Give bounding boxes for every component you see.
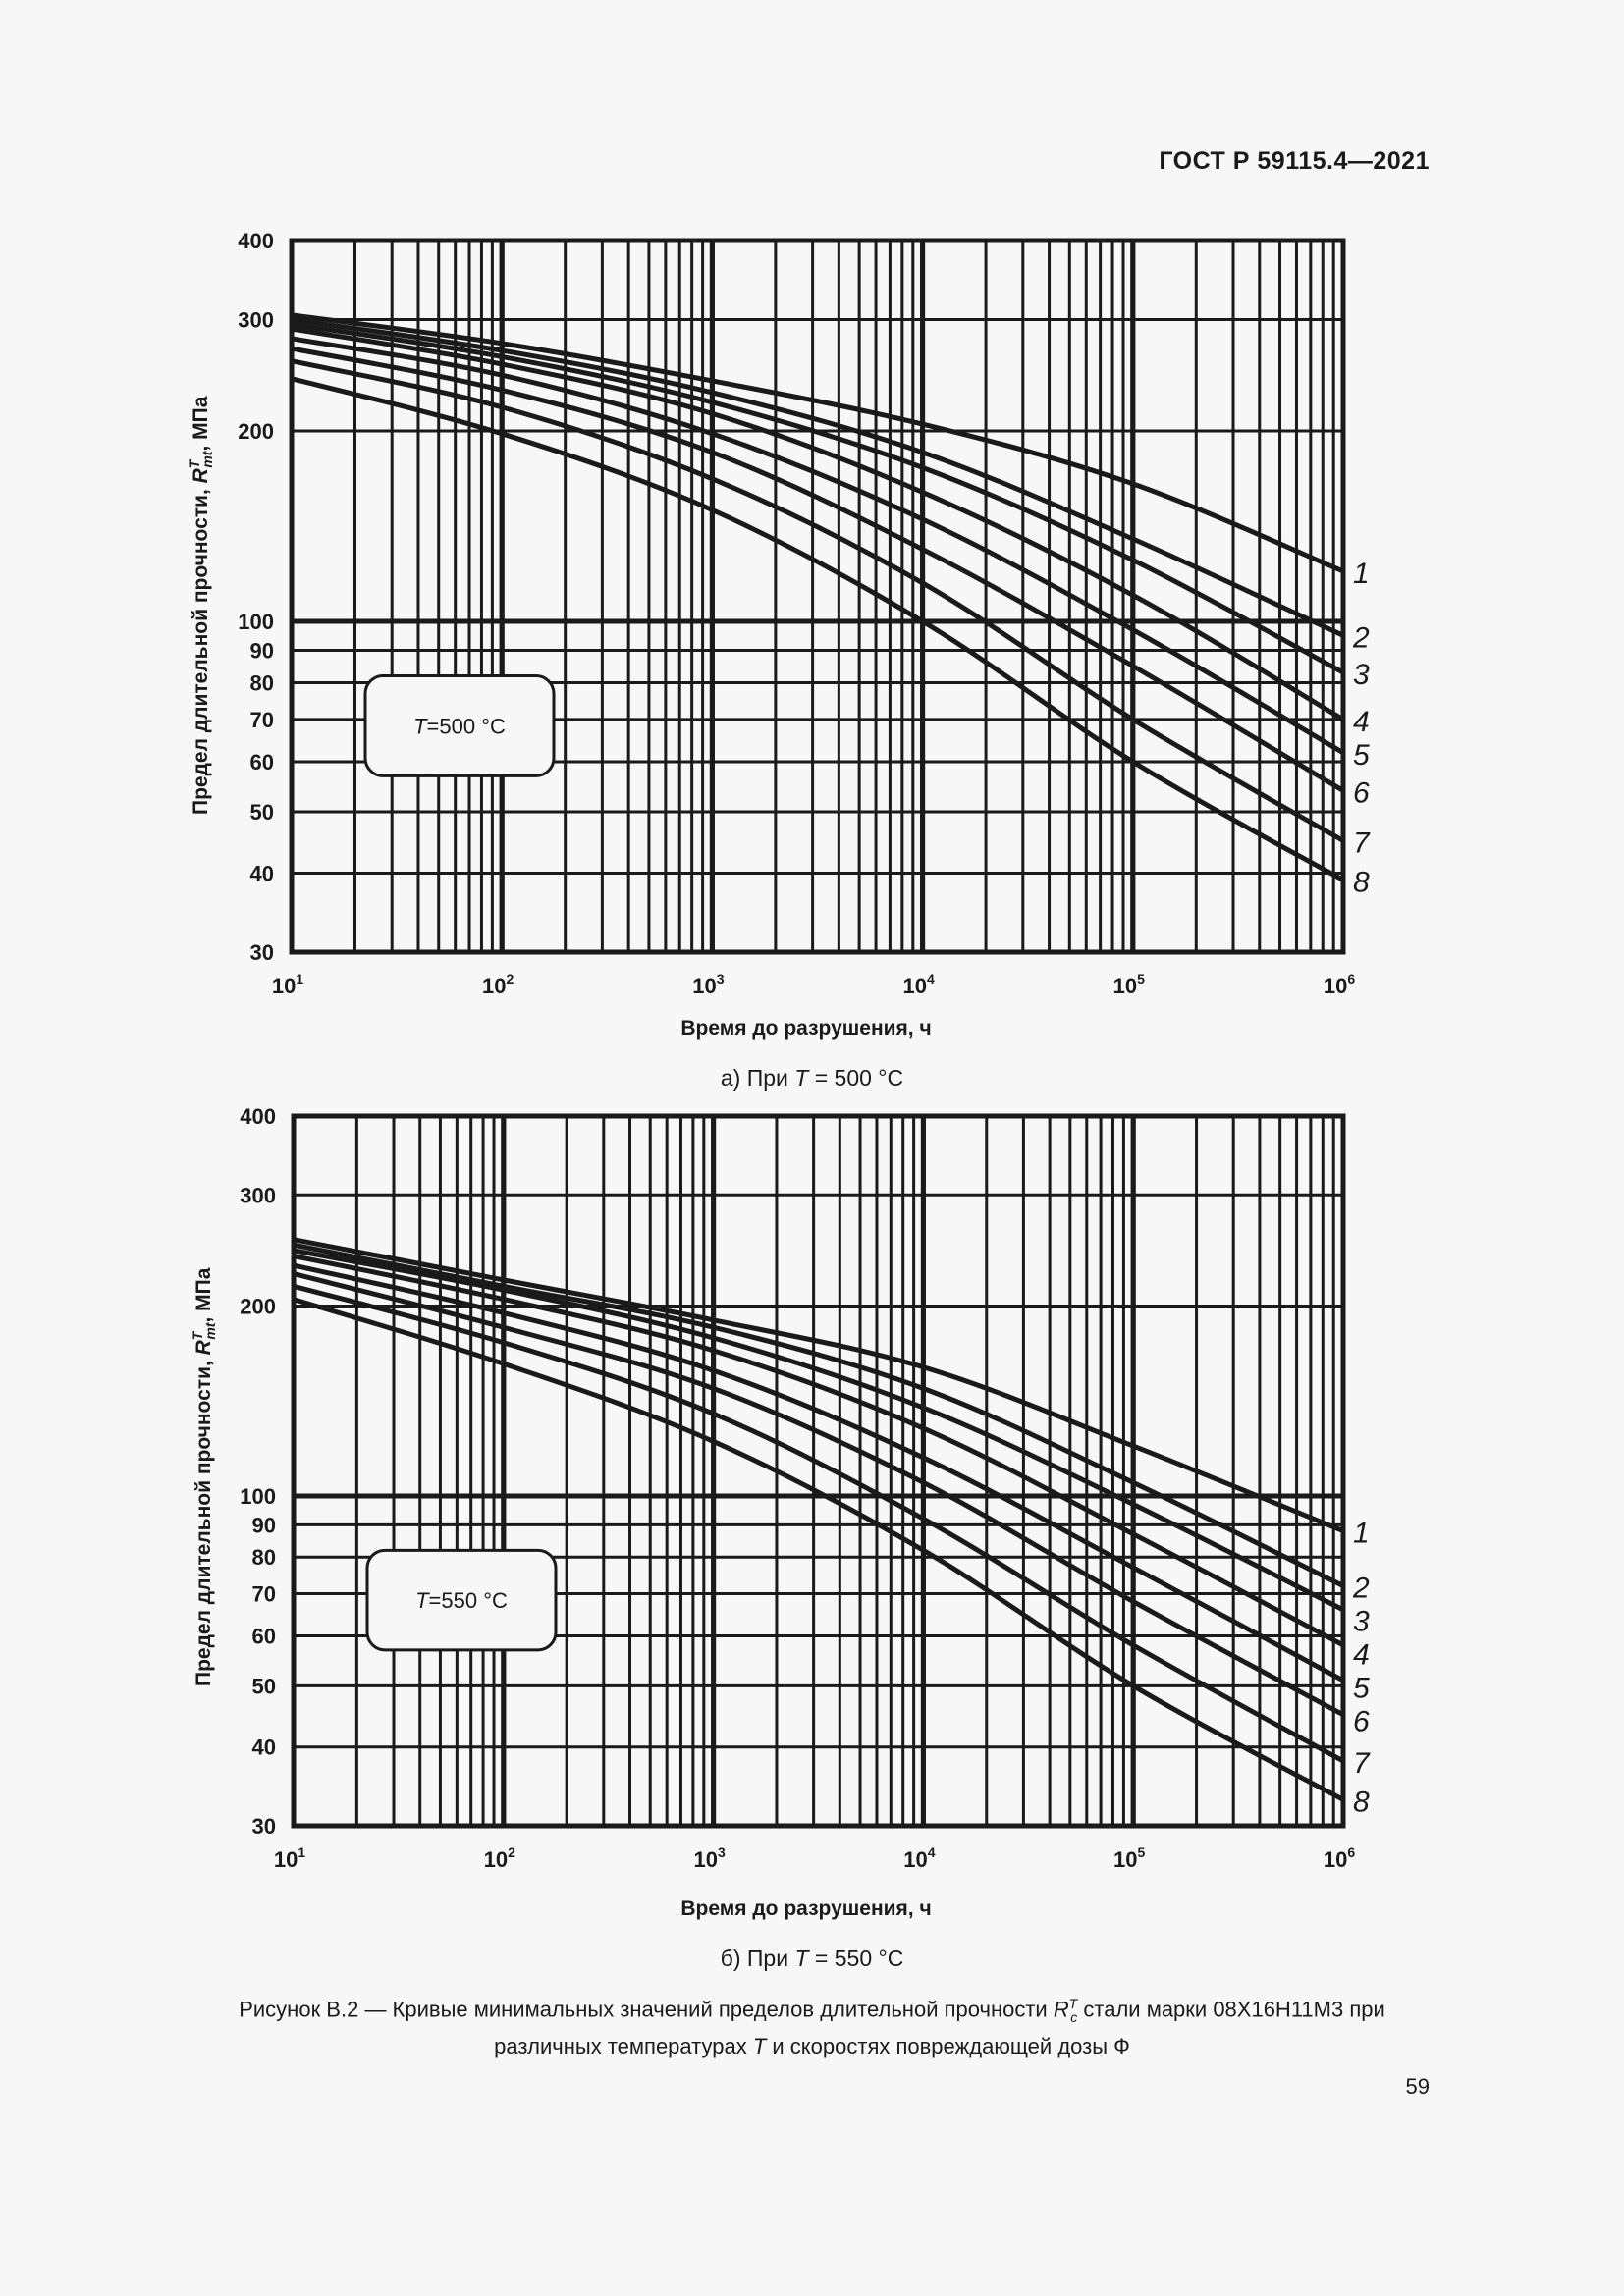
- curve-label-3: 3: [1353, 659, 1370, 691]
- y-tick-label: 200: [240, 1294, 276, 1318]
- x-axis-label-a: Время до разрушения, ч: [680, 1017, 932, 1040]
- plot-frame: [291, 1113, 1346, 1829]
- y-tick-label: 300: [238, 308, 274, 333]
- y-tick-label: 400: [240, 1104, 276, 1129]
- plot-frame: [289, 238, 1346, 955]
- y-axis-label-b: Предел длительной прочности, RTmt, МПа: [189, 1267, 219, 1686]
- y-tick-label: 70: [250, 708, 274, 732]
- chart-550c: 400 300 200 100 90 80 70 60 50 40 30 101 102 103 104 10…: [240, 1104, 1371, 1872]
- curve-label-1: 1: [1353, 558, 1370, 590]
- x-tick-label: 104: [902, 971, 934, 998]
- subcaption-b: б) При T = 550 °C: [720, 1946, 904, 1971]
- y-tick-label: 40: [250, 861, 274, 885]
- curve-label-5: 5: [1353, 1673, 1370, 1705]
- temperature-annotation-box: [363, 674, 556, 777]
- curve-8: [291, 376, 1345, 882]
- curve-8: [293, 1297, 1345, 1802]
- curve-label-3: 3: [1353, 1606, 1370, 1638]
- y-tick-label: 90: [250, 639, 274, 664]
- curve-label-8: 8: [1353, 1786, 1370, 1818]
- curve-4: [291, 326, 1345, 721]
- y-tick-label: 80: [250, 670, 274, 695]
- y-tick-label: 30: [250, 940, 274, 965]
- page-number: 59: [1405, 2074, 1430, 2099]
- curve-1: [293, 1237, 1344, 1533]
- y-tick-label: 200: [238, 419, 274, 444]
- y-tick-label: 70: [252, 1582, 276, 1607]
- temperature-annotation-box: [365, 1548, 558, 1652]
- y-tick-label: 300: [240, 1183, 276, 1207]
- curve-label-2: 2: [1352, 621, 1370, 654]
- x-tick-label: 105: [1113, 1844, 1145, 1872]
- figure-caption: Рисунок В.2 — Кривые минимальных значени…: [239, 1996, 1385, 2058]
- document-header: ГОСТ Р 59115.4—2021: [1159, 147, 1430, 175]
- curve-label-2: 2: [1352, 1573, 1370, 1605]
- chart-500c: 400 300 200 100 90 80 70 60 50 40 30 101 102 103 104 10…: [238, 229, 1371, 998]
- x-tick-label: 102: [482, 971, 514, 998]
- x-tick-label: 102: [484, 1844, 515, 1872]
- x-tick-label: 105: [1113, 971, 1145, 998]
- curve-3: [293, 1248, 1345, 1613]
- curve-6: [293, 1271, 1345, 1718]
- curve-label-8: 8: [1353, 867, 1370, 899]
- curve-7: [291, 358, 1345, 843]
- y-tick-label: 40: [252, 1735, 276, 1760]
- y-tick-label: 50: [252, 1674, 276, 1698]
- x-tick-label: 106: [1324, 971, 1355, 998]
- y-axis-label-a: Предел длительной прочности, RTmt, МПа: [187, 396, 216, 815]
- temperature-annotation: T=550 °C: [415, 1588, 508, 1613]
- curve-label-6: 6: [1353, 1706, 1370, 1738]
- curve-4: [293, 1254, 1345, 1648]
- y-tick-label: 90: [252, 1513, 276, 1537]
- x-tick-label: 104: [903, 1844, 935, 1872]
- curve-2: [293, 1242, 1345, 1588]
- y-tick-label: 60: [252, 1625, 276, 1649]
- curve-label-1: 1: [1353, 1518, 1370, 1550]
- x-tick-label: 101: [272, 971, 303, 998]
- y-tick-label: 60: [250, 750, 274, 774]
- curve-label-7: 7: [1353, 828, 1371, 860]
- y-tick-label: 400: [238, 229, 274, 253]
- curve-7: [293, 1283, 1345, 1764]
- curve-5: [293, 1262, 1345, 1683]
- y-tick-label: 100: [240, 1484, 276, 1509]
- curve-label-5: 5: [1353, 739, 1370, 772]
- temperature-annotation: T=500 °C: [413, 714, 506, 738]
- curve-label-7: 7: [1353, 1747, 1371, 1780]
- y-tick-label: 80: [252, 1545, 276, 1570]
- curve-2: [291, 317, 1345, 638]
- x-tick-label: 106: [1324, 1844, 1355, 1872]
- subcaption-a: а) При T = 500 °C: [720, 1065, 904, 1091]
- curve-6: [291, 346, 1345, 793]
- curve-3: [291, 321, 1345, 675]
- curve-label-6: 6: [1353, 776, 1370, 809]
- curve-1: [291, 312, 1344, 574]
- y-tick-label: 50: [250, 800, 274, 825]
- y-tick-label: 30: [252, 1814, 276, 1839]
- x-tick-label: 101: [274, 1844, 305, 1872]
- curve-label-4: 4: [1353, 1639, 1370, 1672]
- x-tick-label: 103: [693, 1844, 725, 1872]
- curve-5: [291, 336, 1345, 755]
- curve-label-4: 4: [1353, 706, 1370, 738]
- x-tick-label: 103: [692, 971, 724, 998]
- x-axis-label-b: Время до разрушения, ч: [680, 1897, 932, 1920]
- y-tick-label: 100: [238, 610, 274, 634]
